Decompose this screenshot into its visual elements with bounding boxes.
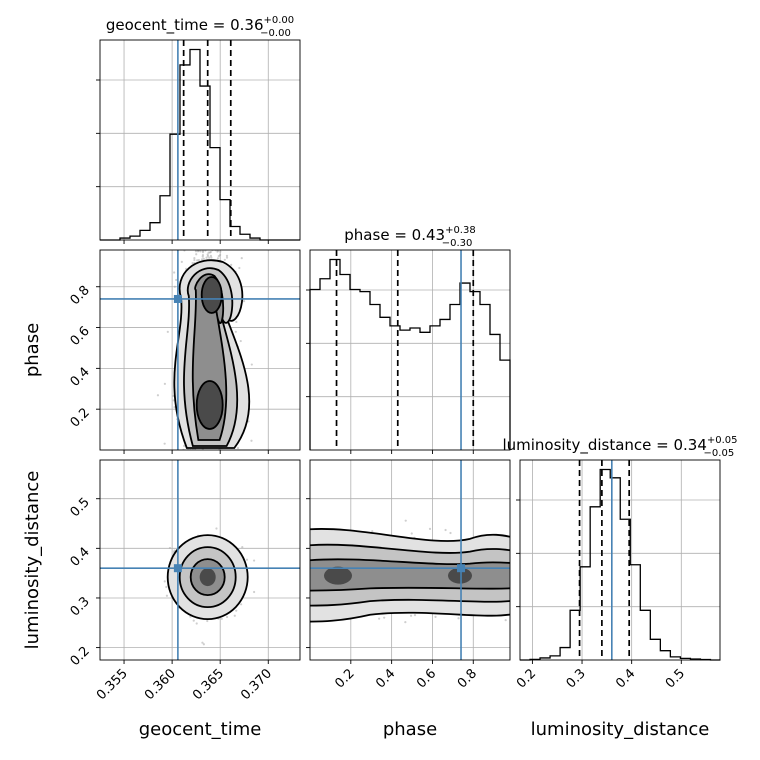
y-axis-label-luminosity_distance: luminosity_distance xyxy=(22,471,43,650)
x-axis-label-luminosity_distance: luminosity_distance xyxy=(531,719,710,740)
histogram-luminosity_distance xyxy=(520,468,721,661)
y-axis-label-phase: phase xyxy=(22,323,43,377)
pair0-ytick-label: 0.6 xyxy=(68,324,93,349)
pair1-xtick-label: 0.360 xyxy=(142,666,179,703)
contour-level-1 xyxy=(310,543,510,607)
title-geocent_time: geocent_time = 0.36+0.00 −0.00 xyxy=(106,15,294,39)
hist-panel-luminosity_distance: 0.2 0.3 0.4 0.5 luminosity_distance = 0.34+0… xyxy=(502,435,737,691)
truth-point-phase-vs-luminosity_distance xyxy=(457,564,466,573)
contour-level-0 xyxy=(310,528,510,623)
density-geocent_time-vs-phase xyxy=(156,250,253,450)
title-minus-luminosity_distance: −0.05 xyxy=(704,448,735,459)
contour-level-0 xyxy=(166,534,249,621)
title-plus-luminosity_distance: +0.05 xyxy=(707,435,738,446)
contour-level-1 xyxy=(183,267,239,447)
density-peak-1 xyxy=(196,381,223,429)
param2-xtick-label: 0.5 xyxy=(663,666,688,691)
contour-level-2 xyxy=(310,558,510,592)
density-peak-1 xyxy=(448,567,472,584)
pair2-xtick-label: 0.8 xyxy=(455,666,480,691)
title-value-luminosity_distance: luminosity_distance = 0.34 xyxy=(502,436,706,455)
param2-xtick-label: 0.3 xyxy=(564,666,589,691)
truth-point-geocent_time-vs-phase xyxy=(173,294,182,303)
pair0-ytick-label: 0.8 xyxy=(68,283,93,308)
hist-frame-phase xyxy=(309,249,511,451)
pair1-xtick-label: 0.355 xyxy=(94,666,131,703)
scatter-panel-geocent_time-vs-luminosity_distance: 0.355 0.360 0.365 0.370 0.2 0.3 0.4 0.5 xyxy=(68,459,301,703)
scatter-frame-geocent_time-vs-luminosity_distance xyxy=(99,459,301,661)
param2-xtick-label: 0.4 xyxy=(613,666,638,691)
pair1-ytick-label: 0.3 xyxy=(68,594,93,619)
title-plus-geocent_time: +0.00 xyxy=(264,15,295,26)
scatter-frame-phase-vs-luminosity_distance xyxy=(309,459,511,661)
pair1-ytick-label: 0.5 xyxy=(68,495,93,520)
contour-level-2 xyxy=(189,558,226,597)
density-peak-0 xyxy=(201,277,222,313)
x-axis-label-geocent_time: geocent_time xyxy=(139,719,262,740)
title-value-geocent_time: geocent_time = 0.36 xyxy=(106,16,264,35)
density-phase-vs-luminosity_distance xyxy=(310,519,510,624)
pair2-xtick-label: 0.4 xyxy=(373,666,398,691)
pair1-xtick-label: 0.365 xyxy=(190,666,227,703)
density-geocent_time-vs-luminosity_distance xyxy=(163,527,256,646)
title-plus-phase: +0.38 xyxy=(445,225,476,236)
title-phase: phase = 0.43+0.38 −0.30 xyxy=(344,225,475,249)
pair1-ytick-label: 0.4 xyxy=(68,545,93,570)
contour-level-1 xyxy=(178,546,237,609)
hist-panel-geocent_time: geocent_time = 0.36+0.00 −0.00 xyxy=(96,15,301,244)
title-luminosity_distance: luminosity_distance = 0.34+0.05 −0.05 xyxy=(502,435,737,459)
scatter-panel-phase-vs-luminosity_distance: 0.2 0.4 0.6 0.8 xyxy=(306,459,511,691)
title-value-phase: phase = 0.43 xyxy=(344,226,445,244)
scatter-frame-geocent_time-vs-phase xyxy=(99,249,301,451)
pair0-ytick-label: 0.2 xyxy=(68,405,93,430)
hist-frame-luminosity_distance xyxy=(519,459,721,661)
histogram-geocent_time xyxy=(100,48,300,241)
pair0-ytick-label: 0.4 xyxy=(68,365,93,390)
contour-peak-1 xyxy=(195,380,224,430)
pair2-xtick-label: 0.6 xyxy=(414,666,439,691)
pair2-xtick-label: 0.2 xyxy=(332,666,357,691)
hist-panel-phase: phase = 0.43+0.38 −0.30 xyxy=(306,225,511,454)
truth-point-geocent_time-vs-luminosity_distance xyxy=(173,564,182,573)
pair1-xtick-label: 0.370 xyxy=(238,666,275,703)
scatter-panel-geocent_time-vs-phase: 0.2 0.4 0.6 0.8 xyxy=(68,249,301,454)
histogram-phase xyxy=(309,258,511,450)
title-minus-geocent_time: −0.00 xyxy=(260,28,291,39)
contour-peak-0 xyxy=(200,276,223,314)
density-peak-0 xyxy=(324,566,352,585)
x-axis-label-phase: phase xyxy=(383,719,437,740)
hist-frame-geocent_time xyxy=(99,39,301,241)
title-minus-phase: −0.30 xyxy=(442,238,473,249)
pair1-ytick-label: 0.2 xyxy=(68,644,93,669)
density-fill-level-3 xyxy=(199,568,216,587)
param2-xtick-label: 0.2 xyxy=(514,666,539,691)
